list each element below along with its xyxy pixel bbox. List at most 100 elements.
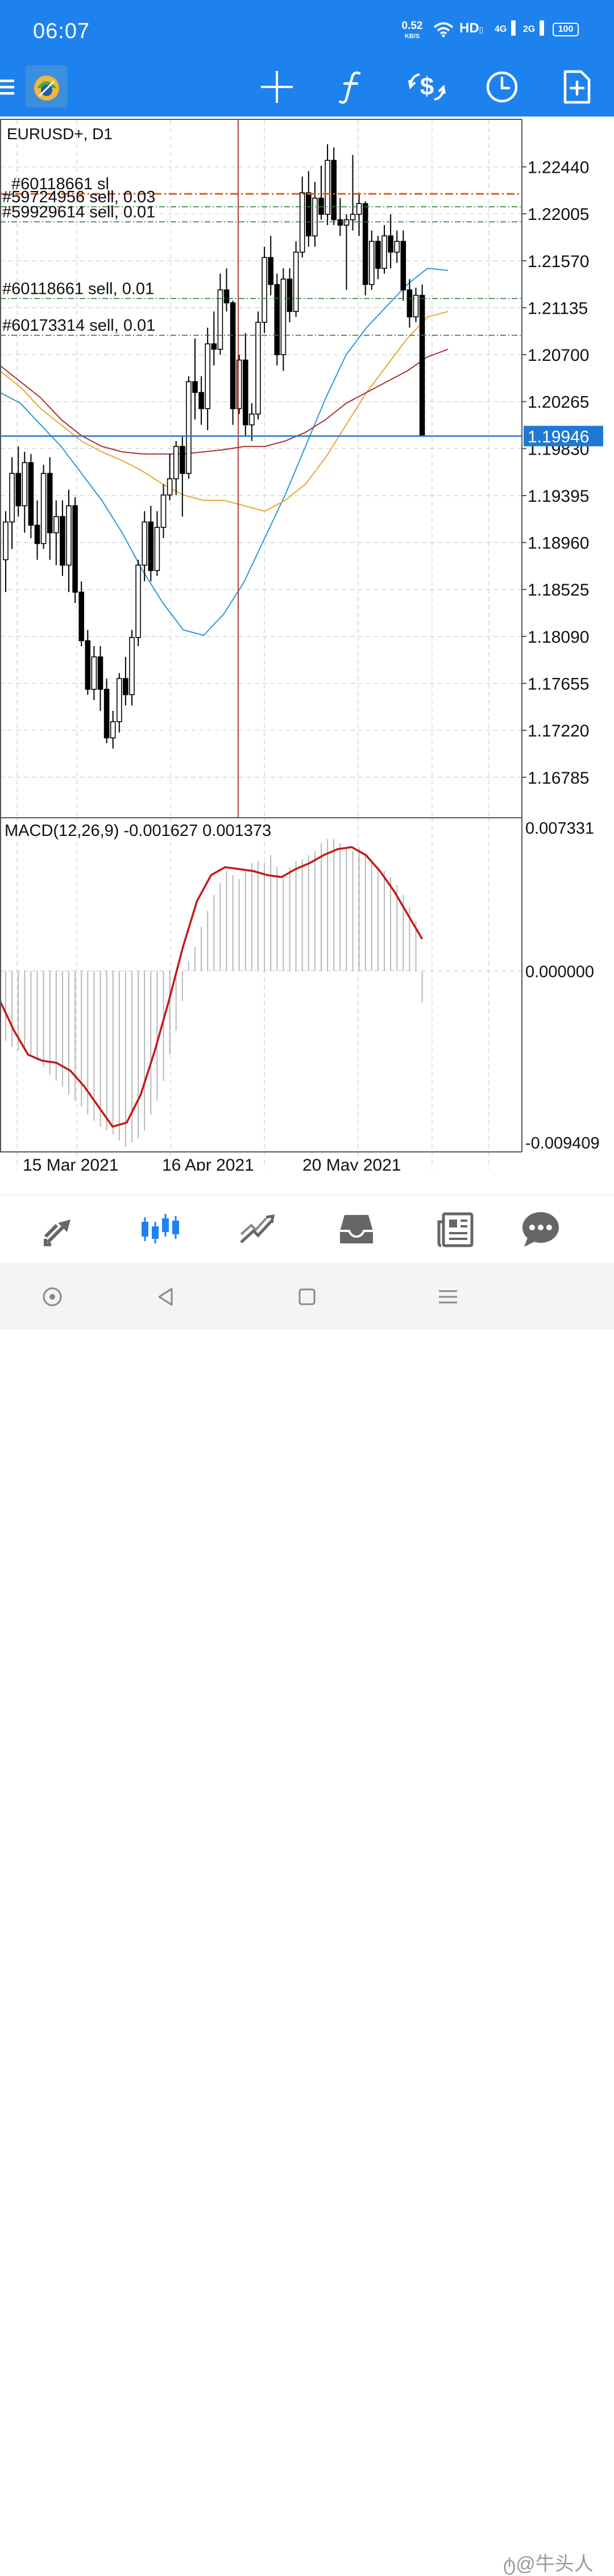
candle-body xyxy=(205,343,211,409)
crosshair-button[interactable] xyxy=(257,67,297,107)
symbol-timeframe-label: EURUSD+, D1 xyxy=(7,125,113,143)
candle-body xyxy=(211,343,217,350)
inbox-history-icon xyxy=(340,1215,373,1243)
candle-body xyxy=(142,521,147,566)
candle-body xyxy=(198,392,204,409)
candle-body xyxy=(268,257,274,285)
price-tick-label: 1.19395 xyxy=(528,487,589,506)
candle-body xyxy=(72,505,78,593)
watermark-text: ტ@牛头人 xyxy=(503,2548,594,2576)
order-label: #59724956 sell, 0.03 xyxy=(2,188,155,206)
price-tick-label: 1.18525 xyxy=(528,581,589,600)
arrows-quotes-icon xyxy=(44,1220,70,1246)
nav-chart[interactable] xyxy=(134,1206,185,1252)
candle-body xyxy=(15,473,22,506)
candle-body xyxy=(135,564,141,638)
hd-indicator: HD▯ xyxy=(459,20,484,36)
price-tick-label: 1.21570 xyxy=(528,252,589,271)
candle-body xyxy=(53,516,59,534)
candle-body xyxy=(223,289,230,303)
price-tick-label: 1.18960 xyxy=(528,534,589,553)
candle-body xyxy=(148,521,154,571)
candle-body xyxy=(123,678,128,696)
sys-home-button[interactable] xyxy=(290,1280,324,1314)
menu-lines-icon xyxy=(439,1290,457,1304)
net-speed-unit: KB/S xyxy=(404,33,420,40)
watermark-label: @牛头人 xyxy=(516,2553,594,2575)
document-plus-icon xyxy=(563,70,591,104)
price-tick-label: 1.17220 xyxy=(528,722,589,740)
candle-body xyxy=(255,322,261,415)
candle-body xyxy=(110,721,116,739)
axis-background xyxy=(522,116,614,1171)
price-tick-label: 1.17655 xyxy=(528,675,589,694)
wifi-icon xyxy=(433,22,454,38)
nav-quotes[interactable] xyxy=(35,1206,86,1252)
price-chart-svg[interactable]: #60118661 sl#59724956 sell, 0.03#5992961… xyxy=(0,116,614,1171)
net-speed-value: 0.52 xyxy=(401,20,423,32)
macd-tick-label: -0.009409 xyxy=(525,1134,600,1152)
network-speed: 0.52 KB/S xyxy=(398,20,426,42)
app-logo[interactable] xyxy=(23,63,70,110)
candle-body xyxy=(388,235,393,253)
candle-body xyxy=(160,494,167,528)
candle-body xyxy=(40,473,47,544)
candle-body xyxy=(97,656,103,690)
candle-body xyxy=(91,656,97,690)
symbol-button[interactable]: $ xyxy=(407,67,447,107)
candle-body xyxy=(85,640,91,690)
sys-assist-button[interactable] xyxy=(35,1280,69,1314)
candle-body xyxy=(400,240,406,290)
candle-body xyxy=(129,636,135,696)
trend-trade-icon xyxy=(240,1214,275,1243)
svg-text:$: $ xyxy=(420,73,434,101)
menu-button[interactable] xyxy=(0,67,24,107)
candle-body xyxy=(236,359,242,409)
candle-body xyxy=(413,294,419,318)
bottom-navigation xyxy=(0,1195,614,1263)
candle-body xyxy=(28,462,34,526)
candle-body xyxy=(3,521,9,560)
indicators-button[interactable] xyxy=(331,67,371,107)
candle-body xyxy=(375,240,381,269)
date-tick-label: 15 Mar 2021 xyxy=(23,1156,118,1171)
new-order-button[interactable] xyxy=(557,67,597,107)
candle-body xyxy=(217,289,223,350)
candle-body xyxy=(312,197,318,236)
watermark-icon: ტ xyxy=(503,2553,516,2575)
candle-body xyxy=(242,359,248,426)
candle-body xyxy=(362,203,368,285)
candle-body xyxy=(343,219,350,226)
chart-area[interactable]: #60118661 sl #59724956 sell, 0.03 #5992961… xyxy=(0,116,614,1171)
candle-body xyxy=(287,278,293,312)
candle-body xyxy=(274,284,280,355)
candle-body xyxy=(325,160,330,215)
newspaper-icon xyxy=(437,1212,474,1247)
chart-toolbar: $ xyxy=(0,57,614,116)
crosshair-icon xyxy=(261,71,293,103)
candle-body xyxy=(381,235,387,269)
candle-body xyxy=(394,240,400,253)
dollar-exchange-icon: $ xyxy=(408,73,446,101)
metatrader-logo-icon xyxy=(26,65,68,107)
date-tick-label: 20 May 2021 xyxy=(302,1156,401,1171)
nav-news[interactable] xyxy=(430,1206,481,1252)
macd-signal-line xyxy=(0,846,424,1128)
signal-4g: 4G▐ xyxy=(495,20,516,35)
current-price-box xyxy=(524,426,603,447)
battery-level: 100 xyxy=(558,24,574,34)
candle-body xyxy=(186,381,192,474)
nav-messages[interactable] xyxy=(515,1206,566,1252)
nav-trade[interactable] xyxy=(232,1206,283,1252)
price-tick-label: 1.20700 xyxy=(528,346,589,365)
function-f-icon xyxy=(338,71,361,104)
timeframe-button[interactable] xyxy=(482,67,522,107)
sys-menu-button[interactable] xyxy=(431,1280,465,1314)
candle-body xyxy=(356,203,362,215)
circle-dot-icon xyxy=(43,1287,62,1306)
sys-back-button[interactable] xyxy=(149,1280,183,1314)
price-tick-label: 1.21135 xyxy=(528,299,588,318)
price-tick-label: 1.20265 xyxy=(528,393,589,412)
nav-history[interactable] xyxy=(331,1206,382,1252)
price-tick-label: 1.22005 xyxy=(528,205,589,224)
